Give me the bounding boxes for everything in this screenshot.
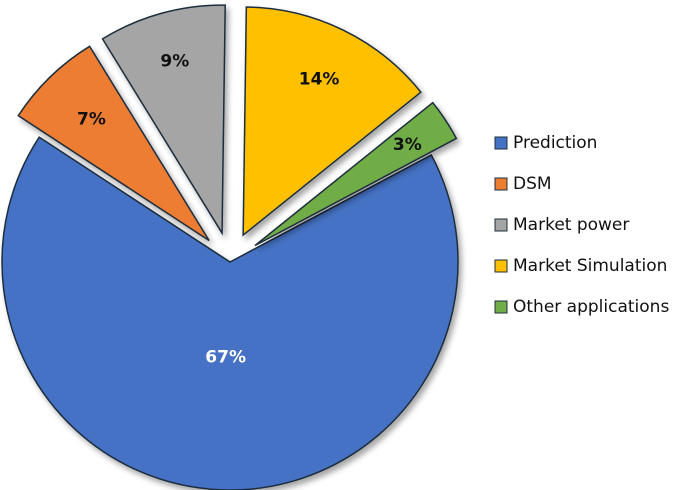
pie-slice-prediction bbox=[1, 136, 459, 490]
slice-label-dsm: 7% bbox=[77, 110, 106, 130]
legend-label-dsm: DSM bbox=[513, 174, 552, 194]
slice-label-other-applications: 3% bbox=[393, 135, 422, 155]
legend-swatch-market-simulation bbox=[494, 259, 508, 273]
legend-label-market-power: Market power bbox=[513, 215, 629, 235]
slice-label-market-simulation: 14% bbox=[299, 69, 340, 89]
legend-label-prediction: Prediction bbox=[513, 133, 597, 153]
slice-labels: 67% 7% 9% 14% 3% bbox=[77, 52, 422, 368]
legend-swatch-market-power bbox=[494, 218, 508, 232]
pie-slices bbox=[1, 4, 459, 490]
pie-slice-market-power bbox=[101, 4, 226, 236]
legend-swatch-prediction bbox=[494, 136, 508, 150]
pie-slice-dsm bbox=[17, 45, 210, 242]
legend-swatch-other-applications bbox=[494, 300, 508, 314]
slice-label-market-power: 9% bbox=[160, 52, 189, 72]
legend-swatch-dsm bbox=[494, 177, 508, 191]
legend: Prediction DSM Market power Market Simulati… bbox=[494, 133, 669, 317]
pie-slice-market-simulation bbox=[242, 6, 422, 237]
pie-slice-other-applications bbox=[254, 101, 458, 247]
legend-label-market-simulation: Market Simulation bbox=[513, 256, 667, 276]
legend-label-other-applications: Other applications bbox=[513, 297, 669, 317]
slice-label-prediction: 67% bbox=[205, 348, 246, 368]
